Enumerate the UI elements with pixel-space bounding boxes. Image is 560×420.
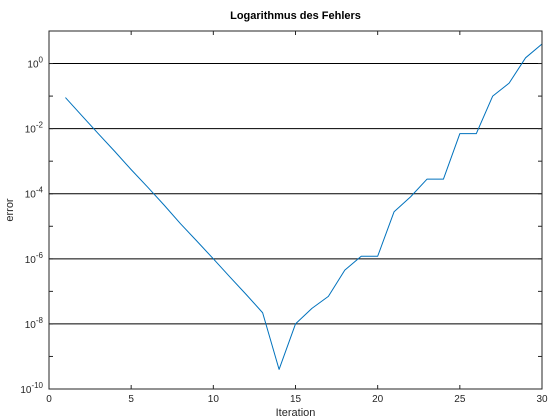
y-tick-label: 100: [27, 56, 43, 71]
y-tick-label: 10-2: [25, 121, 44, 136]
y-tick-label: 10-4: [25, 186, 44, 201]
x-tick-label: 25: [454, 394, 466, 405]
x-axis-label: Iteration: [276, 407, 316, 419]
y-tick-label: 10-8: [25, 316, 44, 331]
x-tick-label: 20: [372, 394, 384, 405]
x-tick-label: 15: [290, 394, 302, 405]
grid-lines: [49, 63, 542, 325]
x-axis-ticks: 0 5 10 15 20 25 30: [46, 31, 548, 405]
y-tick-label: 10-6: [25, 251, 44, 266]
x-tick-label: 0: [46, 394, 52, 405]
y-tick-label: 10-10: [20, 381, 43, 396]
y-axis-label: error: [4, 198, 16, 222]
chart-title: Logarithmus des Fehlers: [230, 10, 361, 22]
series-line: [65, 43, 543, 370]
x-tick-label: 30: [536, 394, 548, 405]
plot-area: [49, 31, 542, 389]
x-tick-label: 10: [208, 394, 220, 405]
series-group: [65, 43, 543, 370]
y-axis-ticks: 100 10-2 10-4 10-6 10-8 10-10: [20, 30, 542, 396]
x-tick-label: 5: [128, 394, 134, 405]
